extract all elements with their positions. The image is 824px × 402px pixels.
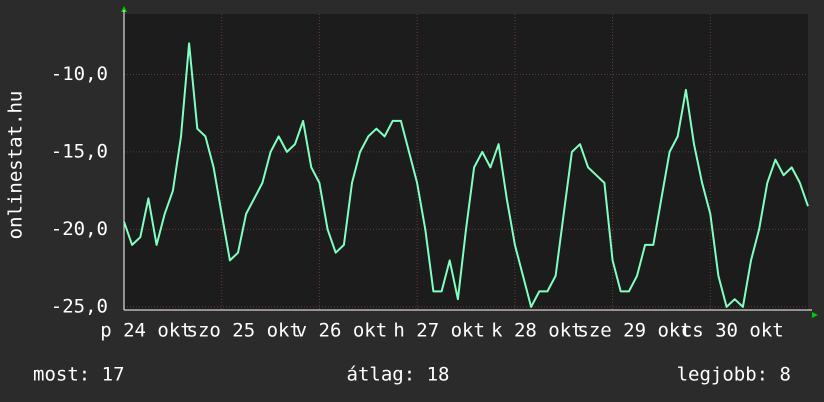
- y-tick-label: -10,0: [51, 63, 108, 85]
- x-tick-label: cs 30 okt: [681, 320, 784, 342]
- x-tick-label: szo 25 okt: [187, 320, 301, 342]
- x-tick-label: h 27 okt: [393, 320, 485, 342]
- footer-now: most: 17: [33, 364, 125, 386]
- x-tick-label: k 28 okt: [491, 320, 583, 342]
- series-line: [123, 42, 809, 308]
- footer-average: átlag: 18: [347, 364, 450, 386]
- x-tick-label: v 26 okt: [296, 320, 388, 342]
- x-tick-label: sze 29 okt: [577, 320, 691, 342]
- footer-best: legjobb: 8: [677, 364, 791, 386]
- y-tick-label: -25,0: [51, 295, 108, 317]
- y-axis-label: onlinestat.hu: [5, 91, 27, 240]
- plot-area: [124, 14, 808, 310]
- y-axis-arrow: [121, 6, 127, 12]
- x-tick-label: p 24 okt: [100, 320, 192, 342]
- x-axis-arrow: [812, 312, 818, 318]
- y-tick-label: -15,0: [51, 140, 108, 162]
- y-tick-label: -20,0: [51, 218, 108, 240]
